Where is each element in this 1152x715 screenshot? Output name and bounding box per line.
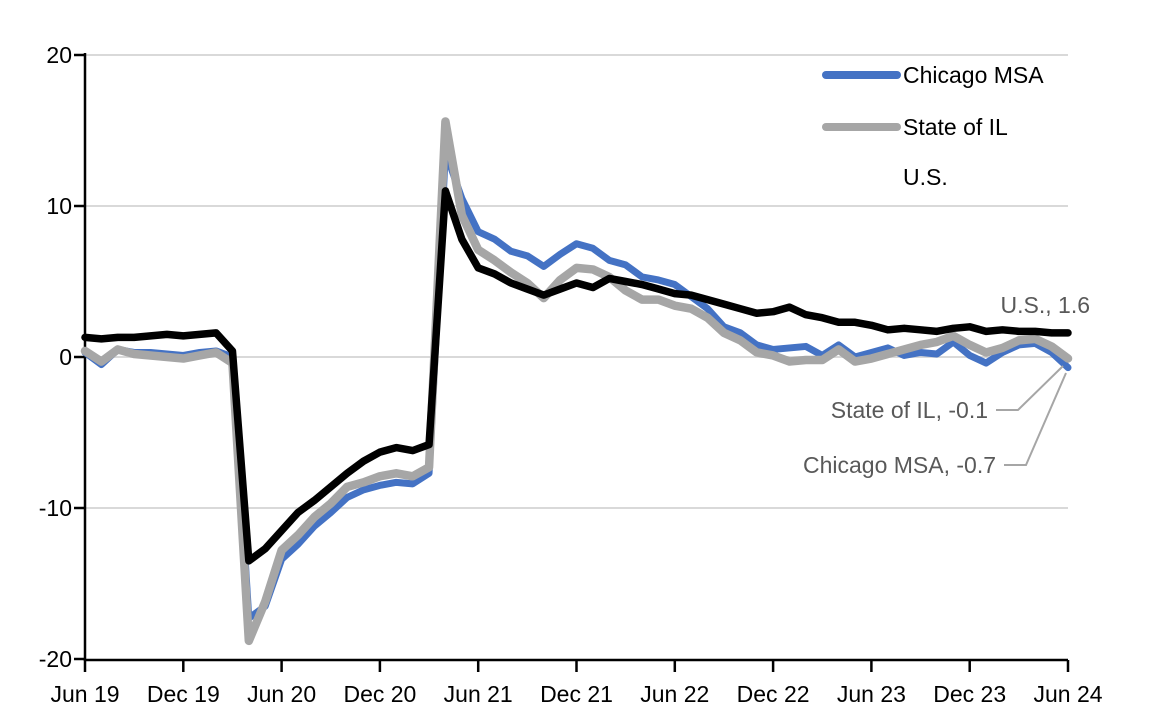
legend-label-state-of-il: State of IL (903, 114, 1008, 140)
leader-line-chicago-msa (1004, 372, 1067, 466)
x-tick-label: Dec 23 (933, 681, 1006, 707)
y-axis-labels: 20 10 0 -10 -20 (39, 42, 72, 672)
x-tick-label: Jun 19 (50, 681, 119, 707)
x-tick-label: Dec 20 (343, 681, 416, 707)
series-lines (80, 117, 1073, 646)
y-tick-label: -20 (39, 646, 72, 672)
x-tick-label: Jun 24 (1033, 681, 1102, 707)
y-tick-label: 0 (59, 344, 72, 370)
y-tick-label: 10 (46, 193, 72, 219)
x-tick-label: Dec 22 (737, 681, 810, 707)
x-axis-labels: Jun 19 Dec 19 Jun 20 Dec 20 Jun 21 Dec 21 Jun … (50, 681, 1102, 707)
x-tick-label: Jun 20 (247, 681, 316, 707)
legend: Chicago MSA State of IL U.S. (822, 62, 1044, 190)
series-line-u-s (81, 187, 1072, 565)
annotation-state-of-il: State of IL, -0.1 (831, 397, 988, 423)
leader-line-state-of-il (996, 365, 1064, 411)
annotation-chicago-msa: Chicago MSA, -0.7 (803, 452, 996, 478)
gridlines (85, 54, 1068, 509)
legend-label-us: U.S. (903, 164, 948, 190)
legend-label-chicago-msa: Chicago MSA (903, 62, 1044, 88)
x-tick-label: Jun 23 (837, 681, 906, 707)
axes (74, 53, 1070, 672)
y-tick-label: -10 (39, 495, 72, 521)
annotations: U.S., 1.6 State of IL, -0.1 Chicago MSA,… (803, 292, 1090, 478)
series-line-state-of-il (80, 117, 1073, 646)
x-tick-label: Dec 19 (147, 681, 220, 707)
y-tick-label: 20 (46, 42, 72, 68)
x-tick-label: Jun 21 (444, 681, 513, 707)
annotation-us: U.S., 1.6 (1001, 292, 1090, 318)
x-tick-label: Dec 21 (540, 681, 613, 707)
x-tick-label: Jun 22 (640, 681, 709, 707)
